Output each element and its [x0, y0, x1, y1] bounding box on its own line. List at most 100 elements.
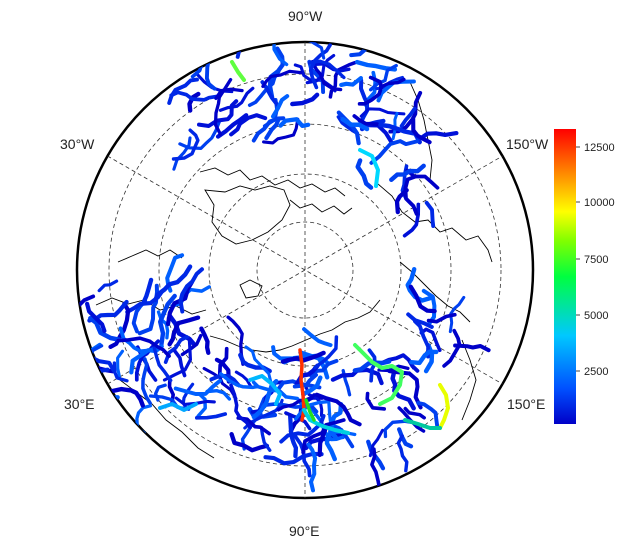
river-segment: [370, 447, 381, 489]
river-segment: [264, 117, 281, 141]
river-segment: [293, 434, 312, 478]
river-segment: [251, 116, 286, 143]
river-segment: [229, 432, 270, 453]
river-segment: [302, 327, 333, 348]
river-segment: [171, 128, 200, 161]
river-segment: [409, 349, 439, 366]
river-segment: [116, 349, 125, 379]
latitude-circle: [256, 221, 354, 319]
river-segment: [97, 279, 119, 293]
river-segment: [276, 393, 316, 412]
river-segment: [196, 392, 207, 418]
river-segment: [229, 383, 252, 430]
river-segment: [442, 328, 462, 368]
river-segment: [194, 412, 228, 420]
river-segment: [408, 284, 437, 314]
river-segment: [396, 434, 409, 473]
river-segment: [405, 168, 440, 190]
river-segment: [218, 86, 255, 112]
river-segment: [267, 42, 289, 67]
river-segment: [173, 378, 222, 396]
river-segment: [355, 158, 374, 190]
river-segment: [259, 425, 272, 452]
river-segment: [77, 294, 96, 311]
river-segment: [77, 360, 101, 389]
river-segment: [278, 117, 311, 129]
major-river: [403, 418, 442, 430]
river-segment: [368, 428, 384, 458]
colorbar: [554, 129, 576, 424]
river-segment: [399, 106, 417, 128]
river-segment: [309, 358, 339, 378]
river-segment: [261, 69, 303, 88]
river-segment: [416, 401, 440, 430]
lon-label-top: 90°W: [288, 8, 323, 24]
lon-label-bottom: 90°E: [289, 523, 320, 539]
greenland-coast: [204, 185, 291, 245]
river-segment: [397, 427, 414, 449]
colorbar-tick-label: 2500: [584, 366, 608, 378]
river-segment: [314, 392, 362, 427]
island-coast: [239, 279, 263, 299]
river-segment: [187, 91, 201, 113]
river-segment: [378, 77, 406, 89]
river-segment: [262, 117, 300, 145]
major-river: [438, 383, 450, 430]
river-segment: [167, 314, 197, 347]
river-segment: [85, 301, 107, 334]
river-segment: [288, 414, 299, 459]
river-segment: [209, 373, 241, 388]
coastline: [95, 297, 207, 315]
river-segment: [129, 344, 164, 375]
river-segment: [397, 406, 426, 433]
river-segment: [411, 117, 432, 145]
river-segment: [406, 312, 434, 329]
river-segment: [299, 42, 326, 60]
river-segment: [280, 350, 326, 364]
latitude-circle: [108, 73, 502, 467]
river-segment: [180, 334, 203, 357]
river-segment: [205, 389, 232, 401]
river-segment: [328, 60, 357, 99]
river-segment: [137, 283, 159, 336]
river-segment: [405, 267, 434, 303]
major-river: [158, 402, 198, 412]
river-segment: [387, 369, 423, 410]
river-segment: [172, 136, 192, 171]
river-segment: [301, 375, 323, 397]
river-segment: [391, 111, 399, 141]
river-segment: [357, 75, 384, 106]
river-segment: [394, 188, 409, 215]
river-segment: [448, 295, 466, 334]
colorbar-ticks: 12500 10000 7500 5000 2500: [576, 142, 615, 378]
river-segment: [244, 345, 273, 386]
major-river: [248, 374, 282, 406]
major-river: [353, 343, 404, 406]
river-segment: [153, 264, 193, 303]
river-segment: [389, 163, 426, 182]
river-segment: [162, 338, 192, 382]
river-segment: [306, 442, 318, 493]
river-segment: [234, 370, 253, 388]
river-segment: [152, 346, 173, 383]
river-network: [77, 42, 491, 493]
river-segment: [271, 94, 290, 119]
colorbar-tick-label: 5000: [584, 310, 608, 322]
major-river: [358, 148, 380, 188]
river-segment: [141, 357, 152, 405]
coastline: [199, 167, 346, 197]
river-segment: [178, 118, 222, 150]
river-segment: [340, 116, 370, 132]
coastline: [461, 339, 477, 421]
river-segment: [116, 336, 171, 358]
river-segment: [301, 418, 346, 455]
river-segment: [141, 277, 154, 305]
lon-label-right: 150°W: [506, 136, 549, 152]
river-segment: [402, 202, 421, 238]
river-segment: [204, 57, 217, 91]
river-segment: [290, 92, 320, 107]
colorbar-tick-label: 12500: [584, 142, 615, 154]
major-river: [304, 398, 316, 422]
